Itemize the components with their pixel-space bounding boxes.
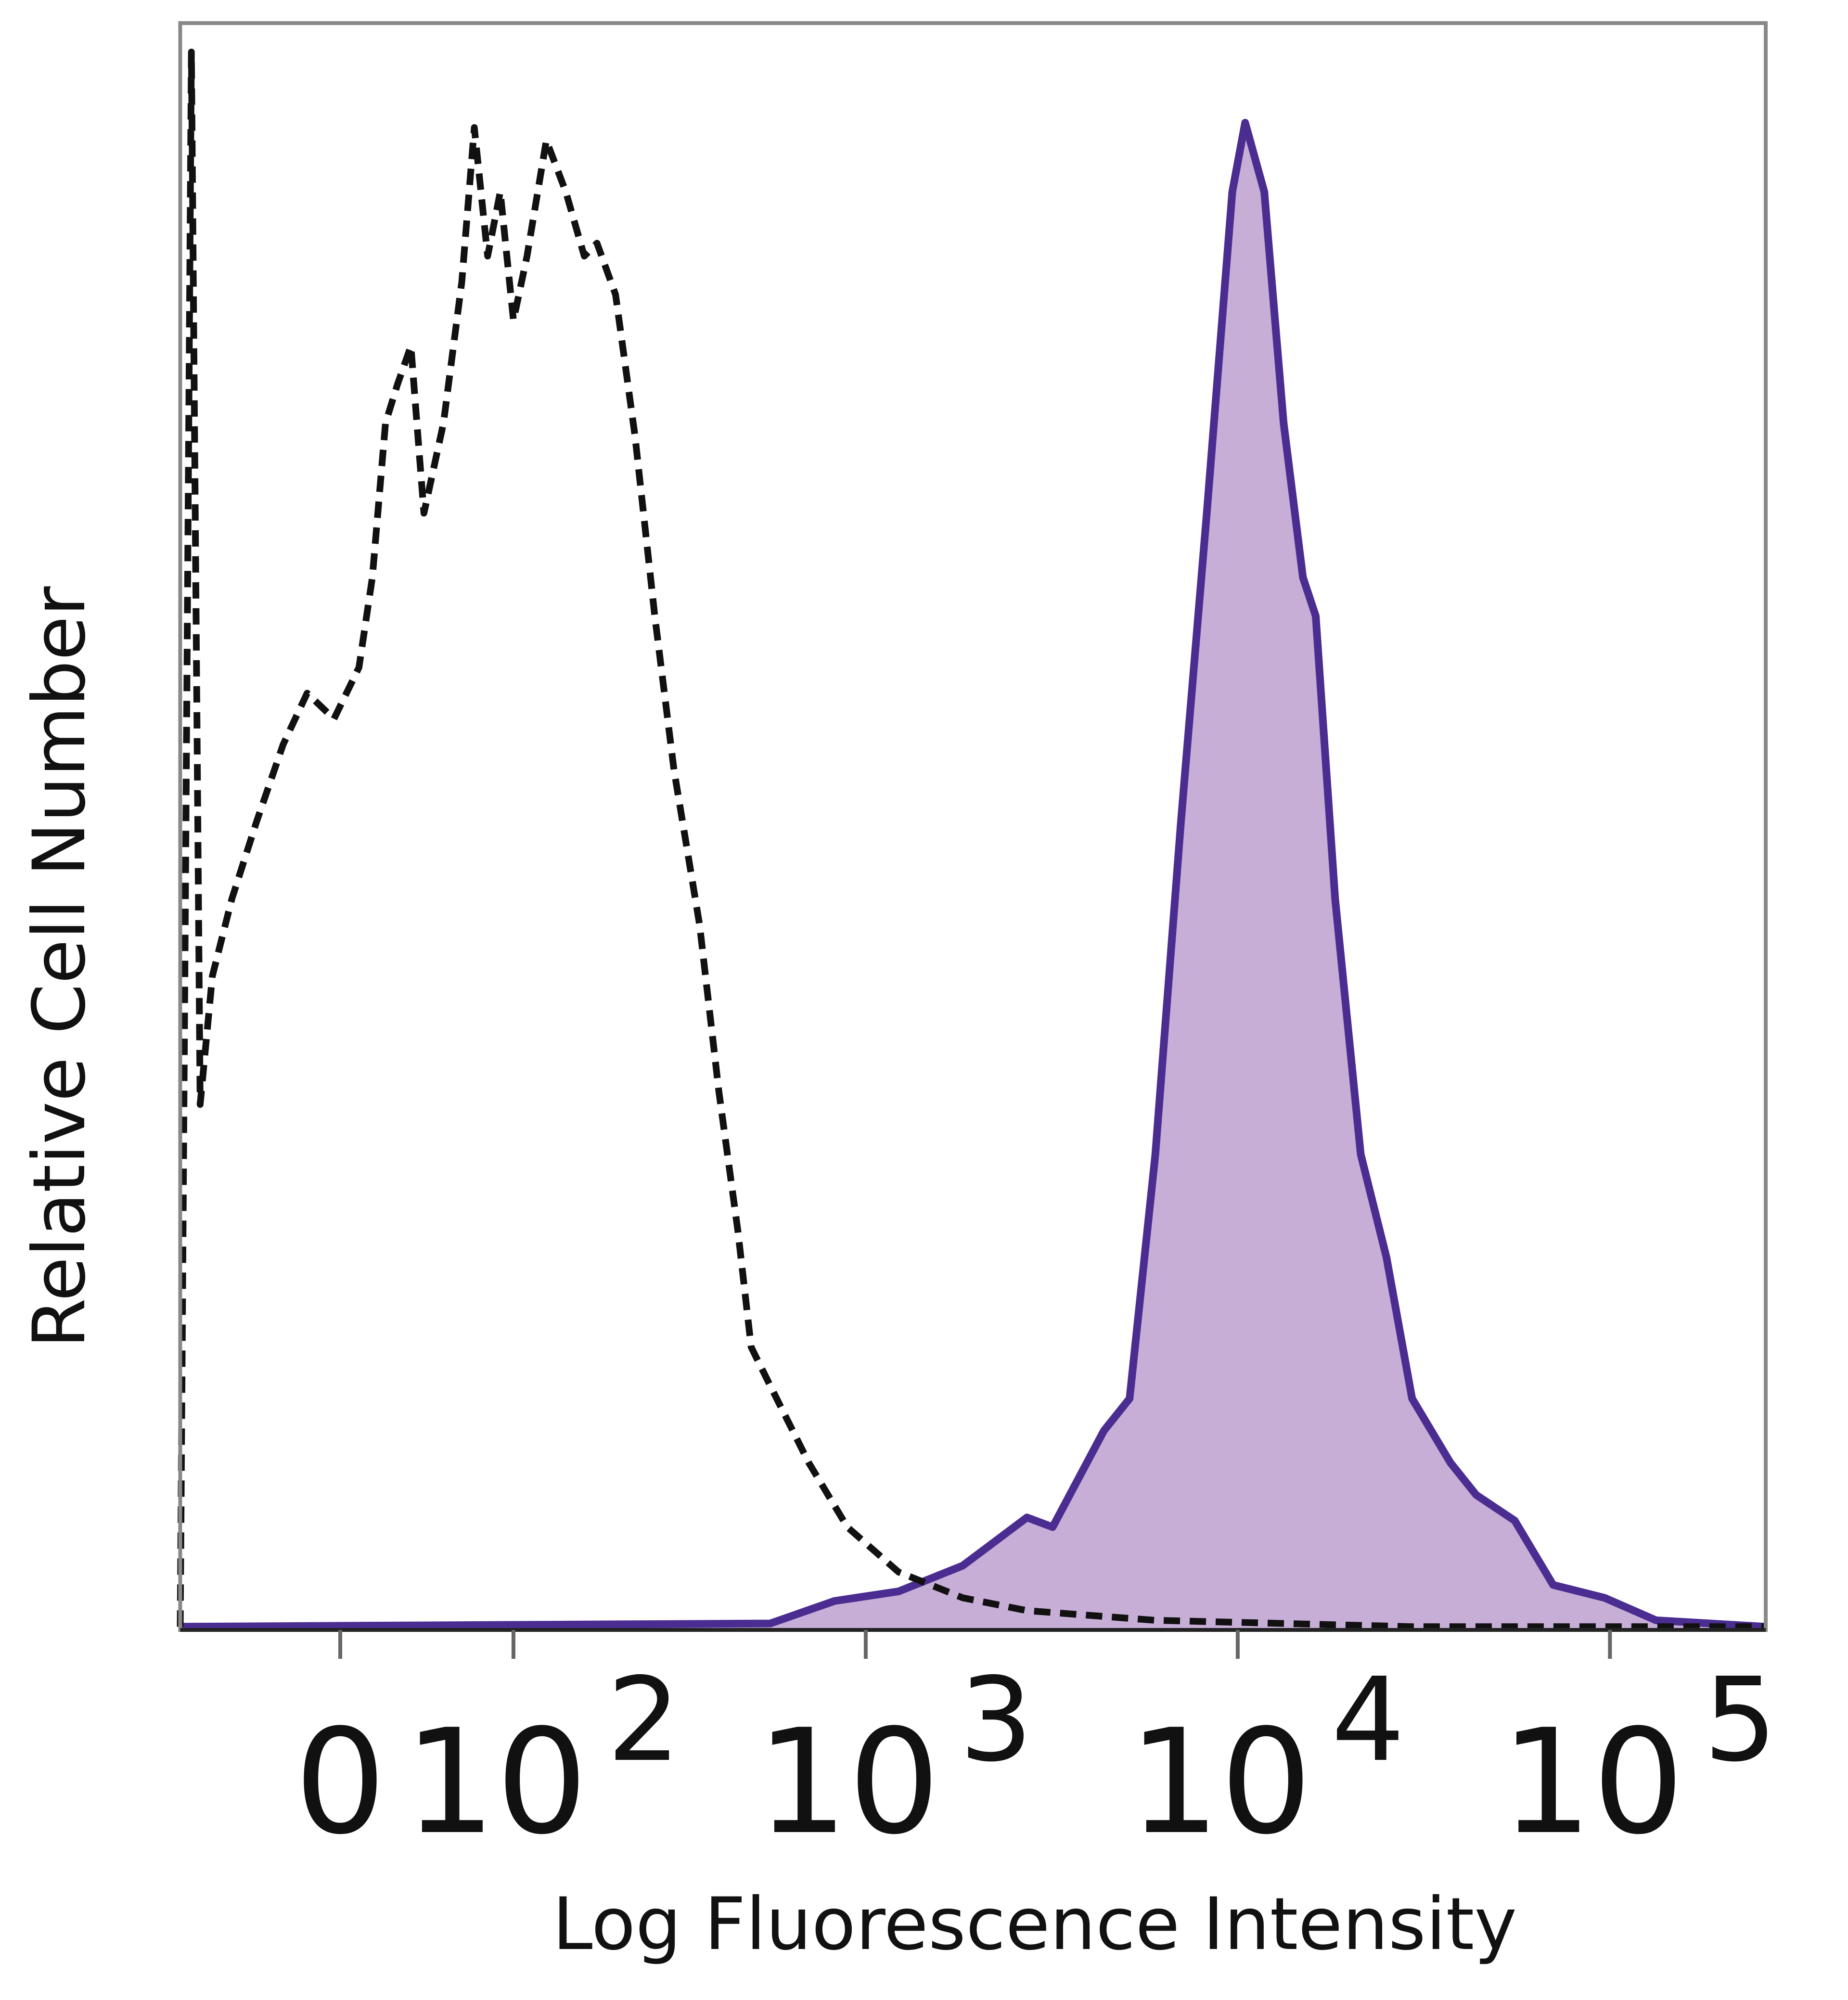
y-axis-title: Relative Cell Number [18, 586, 102, 1348]
tick-base: 10 [404, 1698, 588, 1866]
tick-exponent: 4 [1331, 1653, 1405, 1787]
x-tick-label: 10 5 [1501, 1653, 1777, 1866]
x-tick-label: 10 3 [757, 1653, 1033, 1866]
line [180, 119, 1766, 1631]
x-tick-label: 0 [295, 1698, 386, 1866]
x-tick-label: 10 4 [1129, 1653, 1405, 1866]
x-axis-title: Log Fluorescence Intensity [552, 1883, 1517, 1966]
tick-base: 10 [757, 1698, 940, 1866]
tick-base: 10 [1129, 1698, 1312, 1866]
x-tick-label: 10 2 [404, 1653, 680, 1866]
area [180, 123, 1766, 1630]
tick-exponent: 3 [959, 1653, 1033, 1787]
plot-frame [178, 21, 1768, 1632]
tick-exponent: 5 [1704, 1653, 1777, 1787]
line [177, 49, 1766, 1630]
tick-base: 10 [1501, 1698, 1684, 1866]
tick-exponent: 2 [607, 1653, 680, 1787]
